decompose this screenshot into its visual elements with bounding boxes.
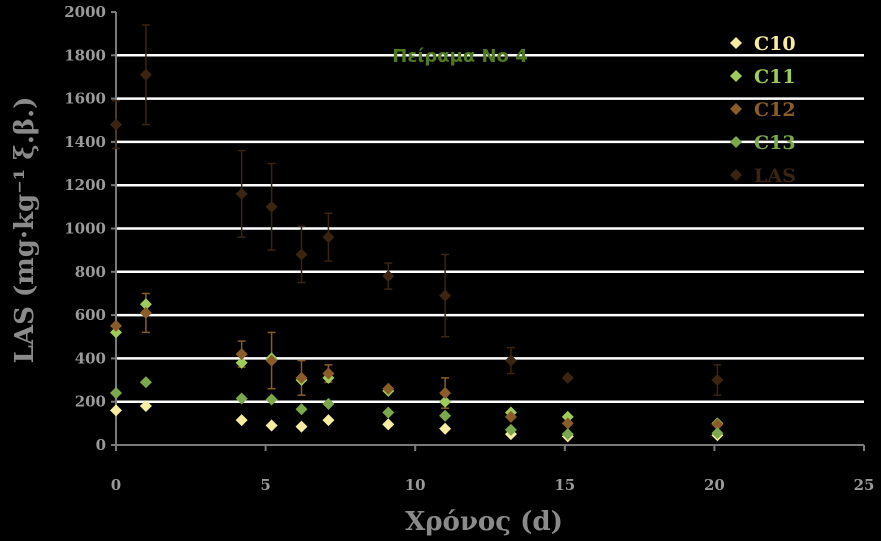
point-las [711, 374, 724, 387]
data-points [110, 68, 724, 443]
point-c10 [235, 414, 248, 427]
point-c13 [504, 423, 517, 436]
legend-marker [730, 37, 742, 49]
point-c11 [139, 298, 152, 311]
legend-item-las: LAS [730, 165, 796, 187]
point-las [439, 289, 452, 302]
y-tick-label: 800 [75, 263, 106, 281]
y-tick-label: 2000 [64, 3, 106, 21]
y-tick-label: 0 [96, 436, 106, 454]
gridlines [116, 54, 864, 403]
y-tick-label: 1000 [64, 220, 106, 238]
point-c12 [322, 367, 335, 380]
y-tick-label: 1400 [64, 133, 106, 151]
legend-marker [730, 70, 742, 82]
point-las [139, 68, 152, 81]
x-tick-label: 10 [405, 476, 426, 494]
point-c10 [295, 420, 308, 433]
x-axis-title: Χρόνος (d) [405, 507, 563, 537]
point-c12 [382, 382, 395, 395]
point-c10 [265, 419, 278, 432]
y-tick-label: 600 [75, 306, 106, 324]
point-c12 [235, 348, 248, 361]
y-tick-label: 1800 [64, 46, 106, 64]
x-tick-label: 5 [260, 476, 270, 494]
x-tick-label: 15 [554, 476, 575, 494]
point-c13 [110, 387, 122, 400]
point-las [504, 354, 517, 367]
point-c13 [235, 392, 248, 405]
point-c12 [711, 418, 724, 431]
legend-item-c13: C13 [730, 132, 796, 154]
x-tick-label: 20 [704, 476, 725, 494]
legend-marker [730, 136, 742, 148]
point-c12 [110, 319, 122, 332]
x-tick-label: 25 [854, 476, 875, 494]
point-c13 [295, 403, 308, 416]
point-c12 [439, 387, 452, 400]
point-c12 [504, 410, 517, 423]
point-c11 [110, 326, 122, 339]
point-c12 [265, 354, 278, 367]
legend-label: C11 [754, 66, 796, 88]
point-c10 [382, 418, 395, 431]
y-tick-label: 1600 [64, 90, 106, 108]
point-c10 [439, 422, 452, 435]
point-las [110, 118, 122, 131]
point-c10 [110, 404, 122, 417]
point-c11 [439, 395, 452, 408]
y-tick-label: 200 [75, 393, 106, 411]
y-axis-title: LAS (mg·kg⁻¹ ξ.β.) [10, 97, 40, 364]
point-las [265, 200, 278, 213]
point-c10 [139, 400, 152, 413]
point-c11 [235, 356, 248, 369]
point-c11 [561, 410, 574, 423]
point-c13 [139, 376, 152, 389]
legend-label: C13 [754, 132, 796, 154]
point-c12 [295, 371, 308, 384]
error-bars [112, 24, 722, 409]
legend: C10 C11 C12 C13 LAS [730, 33, 796, 187]
point-las [322, 231, 335, 244]
legend-label: C10 [754, 33, 796, 55]
point-c12 [139, 306, 152, 319]
point-c12 [561, 417, 574, 430]
point-las [295, 248, 308, 261]
point-las [561, 371, 574, 384]
legend-marker [730, 169, 742, 181]
legend-item-c10: C10 [730, 33, 796, 55]
chart-title: Πείραμα Νο 4 [392, 46, 527, 67]
point-c13 [561, 428, 574, 441]
axes: 0 200 400 600 800 1000 1200 1400 1600 1800 2000 0 5 1… [64, 3, 874, 494]
y-tick-label: 1200 [64, 176, 106, 194]
legend-label: C12 [754, 99, 796, 121]
legend-item-c11: C11 [730, 66, 796, 88]
point-c13 [265, 393, 278, 406]
point-c13 [322, 397, 335, 410]
y-tick-label: 400 [75, 349, 106, 367]
legend-marker [730, 103, 742, 115]
point-las [235, 187, 248, 200]
x-tick-label: 0 [111, 476, 121, 494]
legend-item-c12: C12 [730, 99, 796, 121]
point-c13 [711, 427, 724, 440]
point-c13 [382, 406, 395, 419]
legend-label: LAS [754, 165, 796, 187]
point-c13 [439, 409, 452, 422]
point-las [382, 270, 395, 283]
point-c10 [322, 414, 335, 427]
